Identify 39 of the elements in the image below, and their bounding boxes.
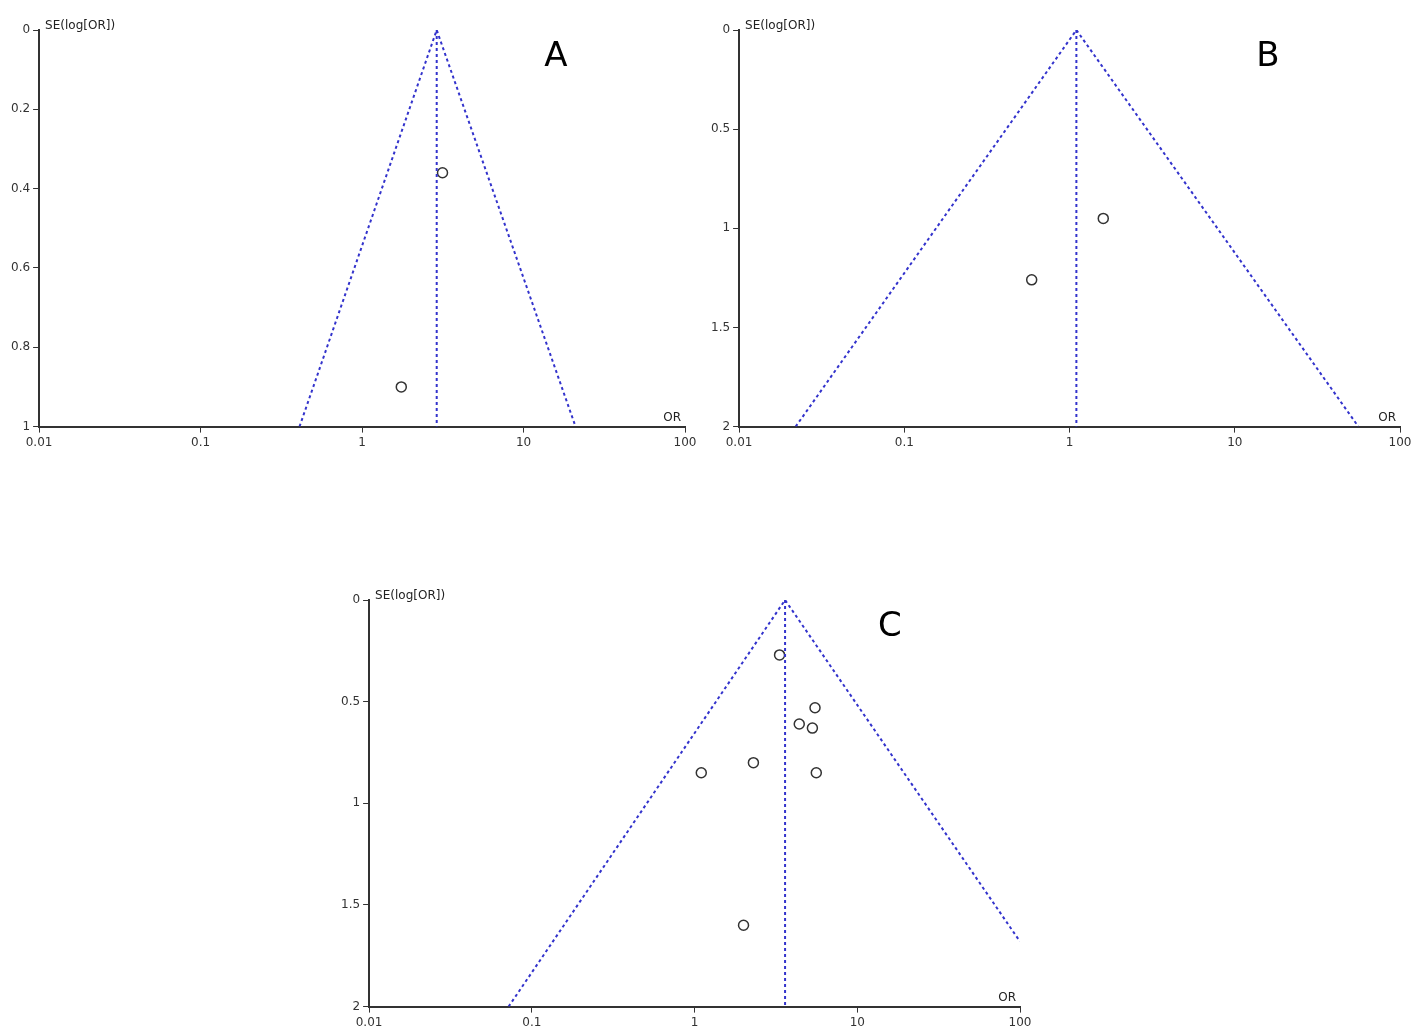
x-tick-label: 10	[1227, 434, 1243, 449]
y-tick-label: 2	[722, 418, 731, 433]
y-tick-label: 0.4	[10, 180, 31, 195]
y-tick-label: 0.6	[10, 260, 31, 275]
x-axis-title: OR	[1378, 409, 1396, 424]
x-tick-label: 10	[515, 434, 532, 449]
x-tick-label: 0.01	[355, 1014, 383, 1029]
x-tick-label: 0.01	[25, 434, 53, 449]
y-tick-label: 0.5	[340, 693, 361, 708]
x-axis-title: OR	[998, 989, 1016, 1004]
x-tick-label: 0.1	[522, 1014, 542, 1029]
y-tick-label: 0.2	[10, 101, 31, 116]
y-tick-label: 1	[722, 220, 731, 235]
x-tick-label: 100	[1388, 434, 1412, 449]
y-axis-title: SE(log[OR])	[45, 18, 116, 33]
y-tick-label: 2	[352, 998, 361, 1013]
y-tick-label: 0	[352, 592, 361, 607]
y-tick-label: 0.5	[710, 121, 731, 136]
x-tick-label: 100	[673, 434, 697, 449]
y-tick-label: 0	[22, 22, 31, 37]
chart-title: B	[1256, 33, 1280, 74]
chart-title: A	[544, 33, 568, 74]
x-tick-label: 0.1	[191, 434, 211, 449]
x-tick-label: 0.1	[894, 434, 914, 449]
y-tick-label: 1.5	[340, 897, 361, 912]
chart-title: C	[877, 603, 902, 644]
x-axis-title: OR	[663, 409, 681, 424]
x-tick-label: 10	[849, 1014, 865, 1029]
y-tick-label: 1	[352, 795, 361, 810]
x-tick-label: 1	[690, 1014, 699, 1029]
y-axis-title: SE(log[OR])	[745, 18, 816, 33]
y-axis-title: SE(log[OR])	[375, 588, 446, 603]
y-tick-label: 1	[22, 418, 31, 433]
y-tick-label: 0	[722, 22, 731, 37]
x-tick-label: 1	[1065, 434, 1074, 449]
y-tick-label: 0.8	[10, 339, 31, 354]
x-tick-label: 0.01	[725, 434, 753, 449]
x-tick-label: 100	[1008, 1014, 1032, 1029]
y-tick-label: 1.5	[710, 319, 731, 334]
